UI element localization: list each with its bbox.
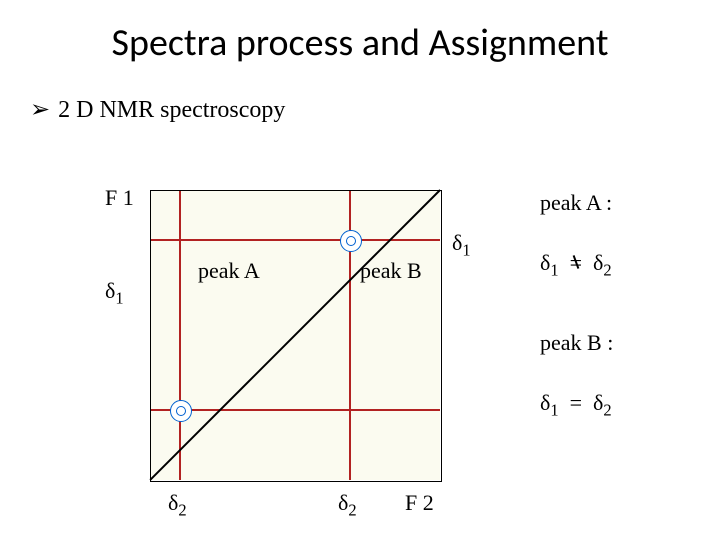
page-title: Spectra process and Assignment [0, 20, 720, 66]
peak-b-inner-ring [346, 236, 356, 246]
label-f2: F 2 [405, 490, 434, 516]
bullet-text: 2 D NMR spectroscopy [58, 97, 285, 123]
eq-sign: = [570, 390, 582, 415]
bullet-arrow-icon: ➢ [30, 96, 50, 123]
peak-a-inner-ring [176, 406, 186, 416]
label-peak-b: peak B [360, 258, 422, 284]
label-peak-a: peak A [198, 258, 260, 284]
bullet-item: ➢ 2 D NMR spectroscopy [30, 95, 285, 124]
label-delta2-b: δ2 [338, 490, 357, 520]
peak-b-header: peak B : [540, 330, 613, 356]
plot-border [150, 190, 442, 482]
peak-a-header: peak A : [540, 190, 612, 216]
nmr-diagram: F 1 δ1 peak A peak B δ1 δ2 δ2 F 2 [60, 150, 500, 530]
label-f1: F 1 [105, 185, 134, 211]
label-delta2-a: δ2 [168, 490, 187, 520]
peak-b-relation: δ1 = δ2 [540, 390, 612, 420]
neq-sign: = [570, 250, 582, 276]
label-delta1-left: δ1 [105, 278, 124, 308]
label-delta1-right: δ1 [452, 230, 471, 260]
peak-a-relation: δ1 = δ2 [540, 250, 612, 280]
